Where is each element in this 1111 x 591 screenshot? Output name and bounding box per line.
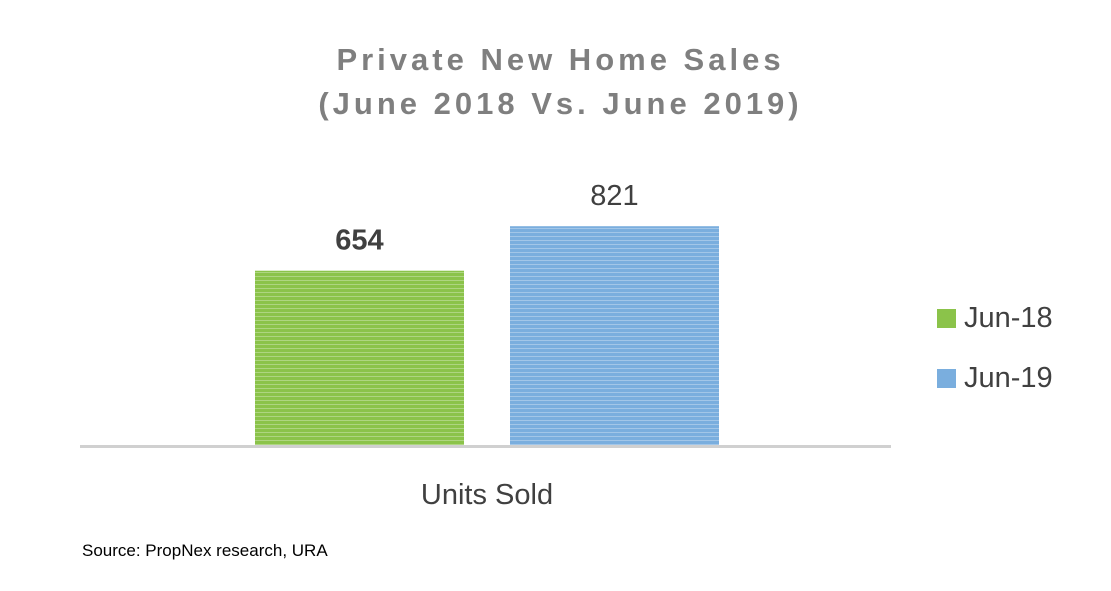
source-note: Source: PropNex research, URA xyxy=(82,541,328,560)
category-label: Units Sold xyxy=(421,479,553,511)
legend-swatch xyxy=(937,368,956,388)
legend-item-jun-18: Jun-18 xyxy=(937,288,1053,348)
bar-jun-18 xyxy=(255,270,464,445)
legend-swatch xyxy=(937,308,956,328)
legend-item-jun-19: Jun-19 xyxy=(937,348,1053,408)
legend-label: Jun-19 xyxy=(964,361,1053,394)
chart-title-line-1: Private New Home Sales xyxy=(336,42,785,77)
legend: Jun-18 Jun-19 xyxy=(937,288,1053,408)
data-label: 654 xyxy=(335,225,383,257)
bar-jun-19 xyxy=(510,226,719,445)
data-label: 821 xyxy=(590,180,638,212)
legend-label: Jun-18 xyxy=(964,301,1053,334)
chart-title-line-2: (June 2018 Vs. June 2019) xyxy=(318,86,803,121)
